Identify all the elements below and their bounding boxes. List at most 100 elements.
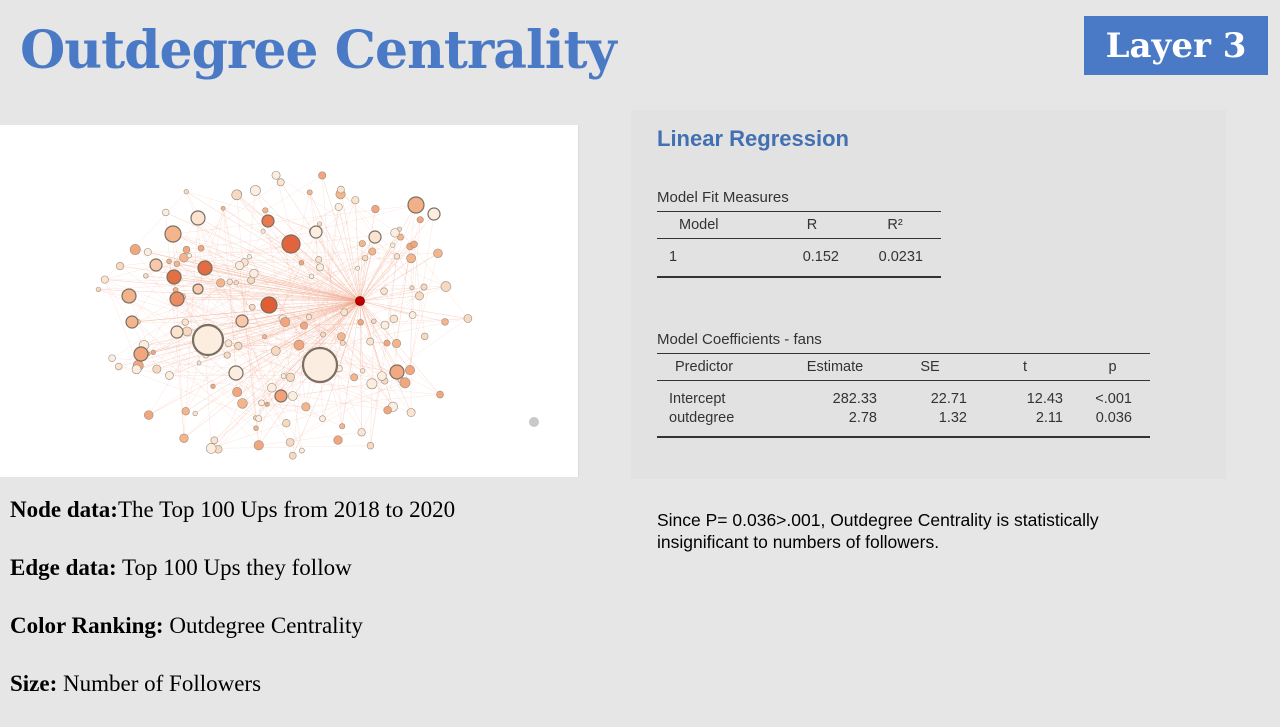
- graph-node: [174, 261, 180, 267]
- notes-list: Node data:The Top 100 Ups from 2018 to 2…: [10, 495, 455, 727]
- graph-node: [442, 319, 449, 326]
- network-graph-panel: [0, 125, 579, 477]
- graph-node: [309, 274, 314, 279]
- coef-cell-se: 1.32: [885, 407, 975, 437]
- graph-edge: [249, 231, 263, 257]
- coef-cell-estimate: 282.33: [785, 381, 885, 408]
- coefficients-caption: Model Coefficients - fans: [657, 331, 822, 348]
- node-data-label: Node data:: [10, 497, 118, 522]
- graph-edge: [186, 250, 400, 380]
- graph-node: [153, 365, 161, 373]
- graph-node: [96, 287, 101, 292]
- graph-node: [221, 206, 225, 210]
- graph-node: [351, 374, 358, 381]
- graph-node: [334, 436, 343, 445]
- coef-header-estimate: Estimate: [785, 354, 885, 381]
- graph-node: [236, 315, 248, 327]
- page-title: Outdegree Centrality: [20, 20, 616, 81]
- graph-edge: [387, 256, 397, 343]
- graph-node: [405, 365, 414, 374]
- graph-node: [302, 403, 310, 411]
- graph-node: [187, 253, 192, 258]
- coef-cell-p: 0.036: [1075, 407, 1150, 437]
- size-value: Number of Followers: [57, 671, 261, 696]
- graph-isolated-node: [529, 417, 539, 427]
- graph-node: [234, 280, 239, 285]
- graph-node: [250, 269, 259, 278]
- graph-node: [282, 419, 290, 427]
- graph-node: [256, 415, 262, 421]
- graph-node: [391, 229, 400, 238]
- graph-node: [358, 319, 364, 325]
- model-fit-caption: Model Fit Measures: [657, 189, 789, 206]
- graph-node: [165, 226, 181, 242]
- graph-node: [250, 185, 260, 195]
- graph-node: [272, 171, 280, 179]
- graph-node: [198, 261, 212, 275]
- graph-node: [193, 411, 198, 416]
- graph-node: [335, 203, 342, 210]
- graph-node: [171, 326, 183, 338]
- graph-node: [115, 363, 122, 370]
- edge-data-note: Edge data: Top 100 Ups they follow: [10, 553, 455, 611]
- graph-node: [271, 346, 280, 355]
- graph-node: [211, 437, 218, 444]
- graph-node: [306, 314, 311, 319]
- graph-edge: [265, 175, 322, 210]
- graph-node: [417, 217, 423, 223]
- coef-header-predictor: Predictor: [657, 354, 785, 381]
- coef-header-t: t: [975, 354, 1075, 381]
- graph-edge: [384, 229, 399, 291]
- table-row: outdegree 2.78 1.32 2.11 0.036: [657, 407, 1150, 437]
- coef-header-p: p: [1075, 354, 1150, 381]
- graph-node: [162, 209, 169, 216]
- graph-node: [303, 348, 337, 382]
- graph-node: [421, 333, 428, 340]
- coef-cell-t: 12.43: [975, 381, 1075, 408]
- graph-node: [378, 372, 387, 381]
- graph-node: [211, 384, 216, 389]
- graph-node: [356, 266, 360, 270]
- graph-node: [224, 352, 230, 358]
- graph-node: [277, 179, 284, 186]
- coefficients-table: Predictor Estimate SE t p Intercept 282.…: [657, 353, 1150, 438]
- graph-node: [384, 340, 390, 346]
- graph-node: [390, 315, 398, 323]
- graph-node: [254, 441, 263, 450]
- graph-edge: [173, 205, 416, 234]
- graph-edge: [306, 395, 440, 407]
- graph-node: [116, 262, 124, 270]
- graph-node: [109, 355, 116, 362]
- graph-edge: [259, 432, 362, 445]
- graph-node: [359, 240, 365, 246]
- graph-node: [247, 255, 251, 259]
- graph-node: [286, 373, 294, 381]
- graph-node: [369, 231, 381, 243]
- graph-node: [193, 284, 203, 294]
- graph-node: [282, 235, 300, 253]
- graph-node: [261, 297, 277, 313]
- graph-node: [441, 282, 451, 292]
- graph-node: [191, 211, 205, 225]
- graph-node: [232, 387, 241, 396]
- graph-node: [182, 407, 190, 415]
- edge-data-value: Top 100 Ups they follow: [117, 555, 352, 580]
- graph-node: [144, 411, 153, 420]
- graph-hub-node: [356, 297, 365, 306]
- graph-node: [229, 366, 243, 380]
- graph-node: [261, 229, 265, 233]
- color-ranking-note: Color Ranking: Outdegree Centrality: [10, 611, 455, 669]
- graph-node: [170, 292, 184, 306]
- graph-node: [238, 398, 248, 408]
- graph-node: [317, 222, 322, 227]
- graph-node: [193, 325, 223, 355]
- graph-node: [372, 205, 380, 213]
- graph-node: [122, 289, 136, 303]
- graph-node: [310, 226, 322, 238]
- conclusion-text: Since P= 0.036>.001, Outdegree Centralit…: [657, 509, 1177, 553]
- graph-node: [367, 338, 374, 345]
- graph-node: [434, 249, 443, 258]
- color-ranking-value: Outdegree Centrality: [164, 613, 363, 638]
- node-data-value: The Top 100 Ups from 2018 to 2020: [118, 497, 455, 522]
- graph-node: [275, 390, 287, 402]
